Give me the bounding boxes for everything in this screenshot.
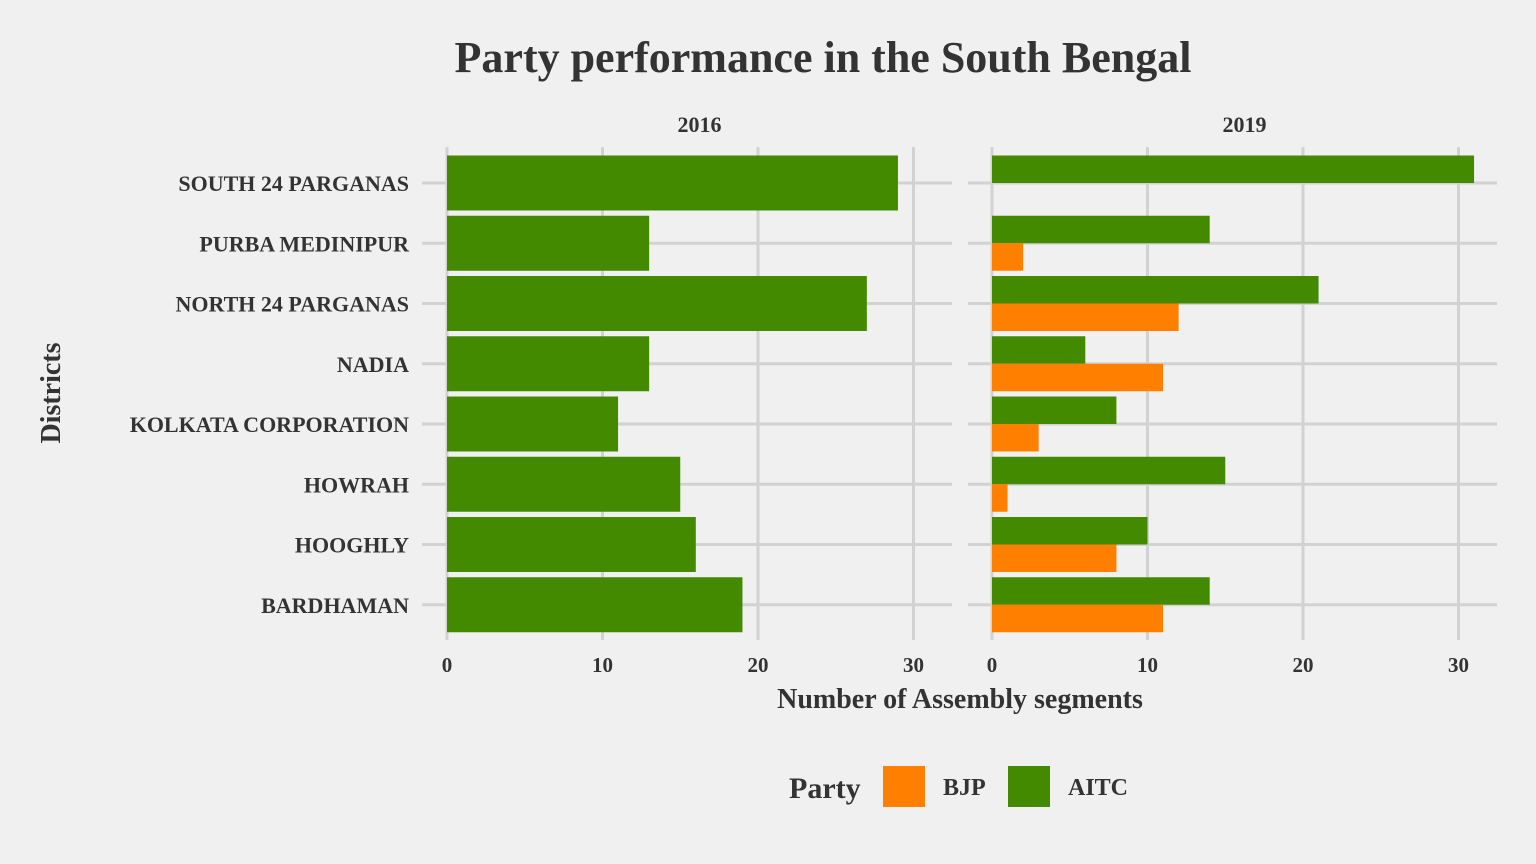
x-tick-label: 20 [748,653,769,677]
y-tick-label-purba-medinipur: PURBA MEDINIPUR [199,231,410,256]
bar-2019-aitc-purba-medinipur [992,215,1210,244]
bar-2016-aitc-kolkata-corporation [447,396,619,452]
y-tick-label-nadia: NADIA [337,352,409,377]
chart-title: Party performance in the South Bengal [455,33,1192,82]
legend-key-aitc [1008,766,1050,807]
bar-2019-aitc-bardhaman [992,577,1210,605]
bar-2016-aitc-south-24-parganas [447,155,898,211]
bar-2019-aitc-hooghly [992,517,1148,545]
facet-2019: 2019 0 10 20 30 [968,112,1497,677]
bar-2016-aitc-bardhaman [447,577,743,633]
legend-title: Party [789,772,861,805]
y-tick-label-bardhaman: BARDHAMAN [261,593,409,618]
bar-2019-bjp-north-24-parganas [992,303,1179,331]
x-axis-title: Number of Assembly segments [777,684,1143,715]
y-tick-label-south-24-parganas: SOUTH 24 PARGANAS [178,171,409,196]
bar-2016-aitc-hooghly [447,517,696,572]
x-tick-label: 0 [987,653,998,677]
bar-2019-aitc-nadia [992,336,1086,364]
legend: Party BJP AITC [789,766,1128,807]
plot-layer: 2016 0 10 20 30 2019 0 10 20 30 SOUTH 24 PARGANAS P… [130,112,1497,677]
bar-2019-bjp-howrah [992,484,1008,512]
legend-label-bjp: BJP [943,775,986,801]
bar-2016-aitc-north-24-parganas [447,276,867,331]
facet-2016: 2016 0 10 20 30 [422,112,952,677]
legend-key-bjp [883,766,925,807]
y-tick-label-north-24-parganas: NORTH 24 PARGANAS [176,292,410,317]
bar-2019-aitc-howrah [992,456,1226,485]
bar-2016-aitc-nadia [447,336,650,392]
y-axis-title: Districts [36,342,67,443]
bar-2016-aitc-purba-medinipur [447,215,650,271]
bar-2019-bjp-hooghly [992,544,1117,572]
x-tick-label: 20 [1293,653,1314,677]
x-tick-label: 0 [442,653,453,677]
bar-2019-bjp-purba-medinipur [992,243,1024,271]
y-tick-label-kolkata-corporation: KOLKATA CORPORATION [130,412,409,437]
facet-label-2019: 2019 [1223,112,1267,137]
x-tick-label: 30 [903,653,924,677]
x-tick-label: 30 [1448,653,1469,677]
y-tick-label-hooghly: HOOGHLY [295,533,409,558]
bar-2019-aitc-south-24-parganas [992,155,1475,183]
legend-label-aitc: AITC [1068,775,1128,801]
facet-label-2016: 2016 [678,112,722,137]
bar-2019-bjp-bardhaman [992,604,1164,633]
x-tick-label: 10 [592,653,613,677]
bar-2016-aitc-howrah [447,456,681,512]
y-tick-label-howrah: HOWRAH [304,472,409,497]
bar-2019-bjp-kolkata-corporation [992,424,1039,452]
x-tick-label: 10 [1137,653,1158,677]
bar-2019-aitc-kolkata-corporation [992,396,1117,424]
bar-2019-bjp-nadia [992,363,1164,392]
bar-2019-aitc-north-24-parganas [992,276,1319,304]
